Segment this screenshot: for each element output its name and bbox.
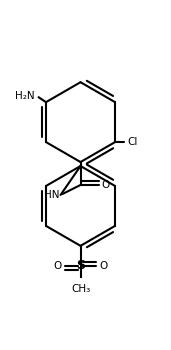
Text: O: O: [99, 261, 107, 271]
Text: H₂N: H₂N: [15, 91, 35, 101]
Text: HN: HN: [44, 190, 60, 200]
Text: Cl: Cl: [127, 137, 137, 147]
Text: O: O: [54, 261, 62, 271]
Text: CH₃: CH₃: [71, 284, 90, 294]
Text: S: S: [76, 259, 85, 272]
Text: O: O: [102, 180, 110, 190]
